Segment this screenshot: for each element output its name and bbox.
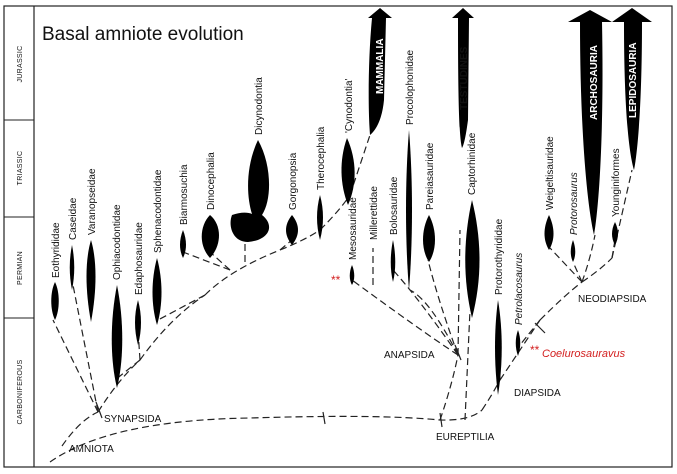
period-carboniferous: CARBONIFEROUS xyxy=(17,359,24,424)
node-eureptilia: EUREPTILIA xyxy=(436,432,495,443)
taxon-dicynodontia: Dicynodontia xyxy=(254,77,265,135)
taxon-gorgonopsia: Gorgonopsia xyxy=(288,152,299,210)
taxon-younginiformes: Younginiformes xyxy=(611,148,622,217)
taxon-weigeltisauridae: Weigeltisauridae xyxy=(545,136,556,210)
node-labels: AMNIOTA SYNAPSIDA EUREPTILIA ANAPSIDA DI… xyxy=(69,294,647,455)
node-anapsida: ANAPSIDA xyxy=(384,350,435,361)
node-neodiapsida: NEODIAPSIDA xyxy=(578,294,647,305)
taxon-eothyrididae: Eothyrididae xyxy=(51,222,62,278)
coelurosauravus-label: Coelurosauravus xyxy=(542,348,626,360)
taxon-millerettidae: Millerettidae xyxy=(369,186,380,240)
taxon-procolophonidae: Procolophonidae xyxy=(405,50,416,125)
taxon-labels: Eothyrididae Caseidae Varanopseidae Ophi… xyxy=(51,50,622,325)
node-diapsida: DIAPSIDA xyxy=(514,388,561,399)
taxon-protorosaurus: Protorosaurus xyxy=(569,172,580,235)
taxon-testudines-label: TESTUDINES xyxy=(459,46,470,110)
taxon-archosauria-label: ARCHOSAURIA xyxy=(589,45,600,120)
taxon-pareiasauridae: Pareiasauridae xyxy=(425,142,436,210)
taxon-dinocephalia: Dinocephalia xyxy=(206,152,217,210)
coelurosauravus-marker: ** xyxy=(530,343,540,357)
taxon-lepidosauria-label: LEPIDOSAURIA xyxy=(628,42,639,118)
taxon-sphenacodontidae: Sphenacodontidae xyxy=(153,169,164,253)
lineage-shapes xyxy=(51,8,652,395)
node-synapsida: SYNAPSIDA xyxy=(104,414,162,425)
taxon-mammalia-label: MAMMALIA xyxy=(375,38,386,94)
node-amniota: AMNIOTA xyxy=(69,444,114,455)
taxon-petrolacosaurus: Petrolacosaurus xyxy=(514,253,525,325)
diagram-frame xyxy=(3,5,673,468)
period-triassic: TRIASSIC xyxy=(17,151,24,186)
taxon-edaphosauridae: Edaphosauridae xyxy=(134,222,145,295)
taxon-captorhinidae: Captorhinidae xyxy=(467,132,478,195)
diagram-title: Basal amniote evolution xyxy=(42,24,244,45)
taxon-varanopseidae: Varanopseidae xyxy=(87,168,98,235)
taxon-bolosauridae: Bolosauridae xyxy=(389,176,400,235)
taxon-therocephalia: Therocephalia xyxy=(316,126,327,190)
period-permian: PERMIAN xyxy=(17,251,24,285)
mesosauridae-marker: ** xyxy=(331,273,341,287)
taxon-protorothyrididae: Protorothyrididae xyxy=(494,218,505,295)
taxon-biarmosuchia: Biarmosuchia xyxy=(179,164,190,225)
taxon-caseidae: Caseidae xyxy=(68,197,79,240)
taxon-mesosauridae: Mesosauridae xyxy=(348,197,359,260)
taxon-ophiacodontidae: Ophiacodontidae xyxy=(112,204,123,280)
taxon-cynodontia: 'Cynodontia' xyxy=(344,79,355,134)
period-jurassic: JURASSIC xyxy=(17,45,24,82)
